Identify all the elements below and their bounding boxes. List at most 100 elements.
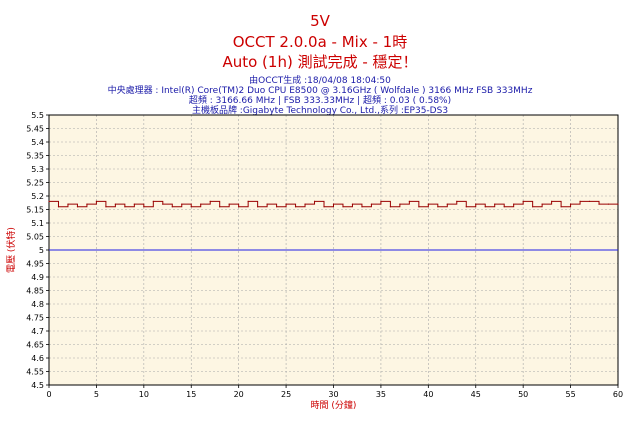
- data-point: [551, 200, 553, 202]
- data-point: [266, 203, 268, 205]
- y-tick-label: 5.05: [26, 233, 44, 242]
- y-tick-label: 5.35: [26, 152, 44, 161]
- data-point: [513, 203, 515, 205]
- data-point: [114, 203, 116, 205]
- data-point: [380, 200, 382, 202]
- voltage-series-line: [49, 200, 618, 208]
- y-tick-label: 4.85: [26, 287, 44, 296]
- y-tick-label: 4.6: [31, 354, 44, 363]
- data-point: [427, 203, 429, 205]
- data-point: [475, 203, 477, 205]
- y-tick-label: 5.25: [26, 179, 44, 188]
- y-tick-label: 5.15: [26, 206, 44, 215]
- data-point: [105, 206, 107, 208]
- data-point: [408, 200, 410, 202]
- data-point: [532, 206, 534, 208]
- data-point: [276, 206, 278, 208]
- data-point: [67, 203, 69, 205]
- y-tick-label: 4.5: [31, 381, 44, 390]
- data-point: [494, 203, 496, 205]
- cpu-info: 中央處理器 : Intel(R) Core(TM)2 Duo CPU E8500…: [107, 86, 533, 96]
- data-point: [588, 200, 591, 202]
- data-point: [617, 203, 619, 205]
- data-point: [503, 206, 505, 208]
- y-tick-label: 5.1: [31, 219, 44, 228]
- data-point: [418, 206, 420, 208]
- data-point: [484, 206, 486, 208]
- data-point: [57, 206, 60, 208]
- data-point: [389, 206, 391, 208]
- data-point: [181, 203, 183, 205]
- overclock-info: 超頻 : 3166.66 MHz | FSB 333.33MHz | 超頻 : …: [188, 96, 452, 106]
- data-point: [171, 206, 173, 208]
- data-point: [209, 200, 211, 202]
- data-point: [579, 200, 581, 202]
- data-point: [200, 203, 202, 205]
- data-point: [219, 206, 221, 208]
- data-point: [332, 203, 335, 205]
- data-point: [560, 206, 562, 208]
- x-tick-label: 15: [186, 390, 196, 399]
- data-point: [399, 203, 401, 205]
- data-point: [294, 206, 297, 208]
- data-point: [342, 206, 344, 208]
- data-point: [361, 206, 363, 208]
- chart-title: 5V: [310, 12, 330, 30]
- data-point: [569, 203, 572, 205]
- data-point: [607, 203, 610, 205]
- x-tick-label: 10: [139, 390, 149, 399]
- x-tick-label: 0: [46, 390, 51, 399]
- data-point: [541, 203, 543, 205]
- motherboard-info: 主機板品牌 :Gigabyte Technology Co., Ltd.,系列 …: [191, 106, 449, 116]
- data-point: [456, 200, 458, 202]
- x-tick-label: 40: [423, 390, 433, 399]
- data-point: [304, 203, 306, 205]
- x-tick-label: 60: [613, 390, 623, 399]
- y-tick-label: 4.9: [31, 273, 44, 282]
- x-tick-label: 25: [281, 390, 291, 399]
- y-tick-label: 4.65: [26, 341, 44, 350]
- data-point: [162, 203, 164, 205]
- y-tick-label: 5.45: [26, 125, 44, 134]
- data-point: [313, 200, 316, 202]
- x-axis-title: 時間 (分鐘): [311, 399, 357, 411]
- data-point: [522, 200, 524, 202]
- data-point: [257, 206, 259, 208]
- x-tick-label: 45: [471, 390, 481, 399]
- data-point: [86, 203, 88, 205]
- data-point: [143, 206, 145, 208]
- data-point: [285, 203, 287, 205]
- data-point: [238, 206, 240, 208]
- data-point: [247, 200, 249, 202]
- x-tick-label: 35: [376, 390, 386, 399]
- y-tick-label: 5.3: [31, 165, 44, 174]
- test-status: Auto (1h) 測試完成 - 穩定！: [222, 53, 418, 71]
- y-tick-label: 5.2: [31, 192, 44, 201]
- data-point: [437, 206, 439, 208]
- data-point: [190, 206, 192, 208]
- x-tick-label: 20: [234, 390, 244, 399]
- data-point: [370, 203, 373, 205]
- data-point: [95, 200, 98, 202]
- y-tick-label: 5.4: [31, 138, 44, 147]
- y-axis-title: 電壓 (伏特): [5, 227, 17, 273]
- data-point: [465, 206, 467, 208]
- data-point: [133, 203, 135, 205]
- generated-info: 由OCCT生成 :18/04/08 18:04:50: [249, 76, 391, 86]
- data-point: [446, 203, 448, 205]
- x-tick-label: 5: [94, 390, 99, 399]
- y-tick-label: 4.95: [26, 260, 44, 269]
- y-tick-label: 5: [39, 246, 44, 255]
- y-tick-label: 4.8: [31, 300, 44, 309]
- x-tick-label: 30: [328, 390, 338, 399]
- chart-subtitle: OCCT 2.0.0a - Mix - 1時: [232, 33, 408, 51]
- data-point: [351, 203, 354, 205]
- x-tick-label: 50: [518, 390, 528, 399]
- data-point: [48, 200, 50, 202]
- data-point: [228, 203, 230, 205]
- y-tick-label: 4.55: [26, 368, 44, 377]
- data-point: [76, 206, 79, 208]
- x-tick-label: 55: [565, 390, 575, 399]
- data-point: [323, 206, 325, 208]
